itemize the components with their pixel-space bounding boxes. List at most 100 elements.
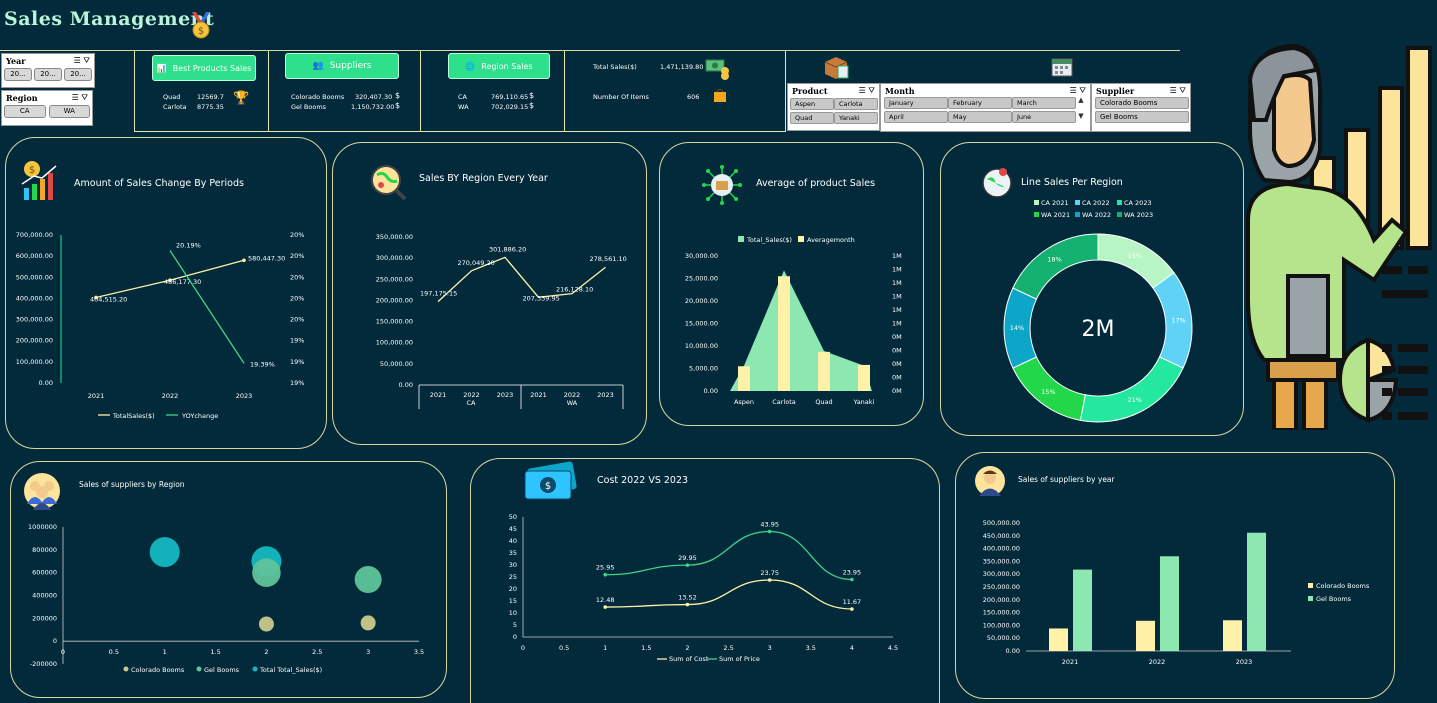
legend-label: Gel Booms: [204, 666, 240, 674]
month-chip-april[interactable]: April: [884, 111, 948, 123]
legend-swatch: [252, 666, 258, 672]
x-tick-label: 2022: [1149, 658, 1166, 666]
data-point: [94, 295, 98, 300]
suppliers-region-chart: 1000000 800000 600000 400000 200000 0 -200000 0…: [28, 523, 424, 674]
card-suppliers-region: Sales of suppliers by Region 1000000 8000…: [10, 461, 447, 698]
group-label: CA: [467, 399, 477, 407]
legend-swatch: [738, 236, 744, 242]
supplier-chip-gel[interactable]: Gel Booms: [1095, 111, 1189, 123]
month-chip-january[interactable]: January: [884, 97, 948, 109]
legend-swatch: [1117, 212, 1122, 217]
x-tick-label: 4: [850, 644, 854, 652]
bubble: [258, 616, 274, 632]
year-chip-2[interactable]: 20...: [34, 68, 62, 81]
donut-slice: [1012, 233, 1099, 300]
product-chip-carlota[interactable]: Carlota: [834, 98, 878, 110]
y2-tick-label: 0M: [892, 333, 902, 341]
data-point: [242, 258, 246, 263]
donut-center-label: 2M: [1082, 317, 1115, 342]
x-tick-label: 1: [603, 644, 607, 652]
year-chip-3[interactable]: 20...: [64, 68, 92, 81]
series-line-yoy: [169, 250, 245, 364]
data-label: 197,175.15: [420, 290, 457, 298]
x-tick-label: 3: [366, 648, 370, 656]
y-tick-label: 800000: [32, 546, 57, 554]
region-year-chart: 350,000.00 300,000.00 250,000.00 200,000.00…: [376, 233, 627, 409]
y2-tick-label: 20%: [290, 252, 304, 260]
suppliers-button[interactable]: 👥 Suppliers: [285, 53, 399, 79]
y2-tick-label: 0M: [892, 387, 902, 395]
year-chip-1[interactable]: 20...: [4, 68, 32, 81]
region-chip-wa[interactable]: WA: [48, 105, 90, 118]
y2-tick-label: 0M: [892, 360, 902, 368]
region-chip-ca[interactable]: CA: [4, 105, 46, 118]
kpi-best-products: 📊 Best Products Sales Quad 12569.7 Carlot…: [134, 51, 269, 132]
svg-text:$: $: [29, 165, 35, 176]
x-tick-label: 2022: [463, 391, 480, 399]
y-tick-label: 600,000.00: [16, 252, 53, 260]
legend-label: YOYchange: [181, 412, 218, 420]
data-point: [850, 607, 854, 611]
product-chip-yanaki[interactable]: Yanaki: [834, 112, 878, 124]
y-tick-label: 300,000.00: [16, 316, 53, 324]
y-tick-label: 500,000.00: [983, 519, 1020, 527]
y-tick-label: 5: [513, 621, 517, 629]
money-bill-icon: $: [523, 461, 579, 501]
card-avg-product: Average of product Sales Total_Sales($) A…: [659, 142, 924, 426]
series-line: [437, 256, 606, 303]
y-tick-label: 35: [509, 549, 517, 557]
trophy-icon: 🏆: [233, 91, 250, 106]
region-sales-button[interactable]: 🌐 Region Sales: [448, 53, 550, 79]
bar-colorado: [1049, 628, 1068, 651]
month-chip-february[interactable]: February: [948, 97, 1012, 109]
y-tick-label: 200,000.00: [16, 337, 53, 345]
avg-product-chart: Total_Sales($) Averagemonth 30,000.00 25,00…: [685, 236, 902, 406]
y-tick-label: 150,000.00: [376, 318, 413, 326]
product-chip-quad[interactable]: Quad: [790, 112, 834, 124]
y-tick-label: 200000: [32, 614, 57, 622]
data-label: 580,447.30: [248, 254, 285, 262]
y2-tick-label: 19%: [290, 358, 304, 366]
data-label: 43.95: [760, 521, 779, 529]
data-point: [603, 572, 608, 577]
map-search-icon: [369, 163, 407, 201]
y-tick-label: 600000: [32, 569, 57, 577]
x-tick-label: 2021: [430, 391, 447, 399]
reg-val-1: 769,110.65: [491, 93, 529, 101]
x-tick-label: 2021: [1062, 658, 1079, 666]
y-tick-label: 10: [509, 609, 517, 617]
data-label: 216,128.10: [556, 286, 593, 294]
y-tick-label: 25: [509, 573, 517, 581]
svg-text:$: $: [198, 26, 204, 37]
bar-gel: [1160, 556, 1179, 651]
y-tick-label: 15,000.00: [685, 320, 718, 328]
dollar-icon: $: [529, 91, 535, 100]
month-chip-may[interactable]: May: [948, 111, 1012, 123]
legend-label: Averagemonth: [807, 236, 855, 244]
best-products-button[interactable]: 📊 Best Products Sales: [152, 55, 256, 81]
y-tick-label: 100,000.00: [16, 358, 53, 366]
product-chip-aspen[interactable]: Aspen: [790, 98, 834, 110]
x-tick-label: 0.5: [109, 648, 119, 656]
card-sales-change: $ Amount of Sales Change By Periods 700,…: [5, 137, 327, 449]
slice-label: 14%: [1010, 324, 1024, 332]
bar-gel: [1073, 569, 1092, 651]
supplier-chip-colorado[interactable]: Colorado Booms: [1095, 97, 1189, 109]
suppliers-avatar-icon: [23, 472, 61, 510]
y2-tick-label: 1M: [892, 306, 902, 314]
y-tick-label: 400,000.00: [16, 294, 53, 302]
month-chip-june[interactable]: June: [1012, 111, 1076, 123]
y-tick-label: 0.00: [399, 381, 413, 389]
chart-title: Average of product Sales: [756, 178, 876, 189]
growth-coin-icon: $: [20, 160, 60, 202]
data-point: [685, 602, 690, 607]
y-tick-label: 45: [509, 525, 517, 533]
month-chip-march[interactable]: March: [1012, 97, 1076, 109]
chart-title: Sales of suppliers by year: [1018, 475, 1115, 484]
month-scrollbar[interactable]: ▲ ▼: [1078, 96, 1084, 120]
x-tick-label: 0.5: [559, 644, 569, 652]
legend-label: Total_Sales($): [746, 236, 792, 244]
legend-label: Total Total_Sales($): [259, 666, 322, 674]
y-tick-label: 400000: [32, 592, 57, 600]
